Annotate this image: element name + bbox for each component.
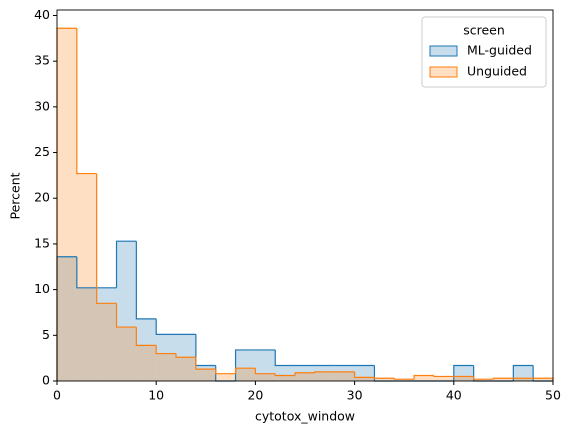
histogram-bar	[314, 371, 335, 381]
x-tick-label: 40	[446, 388, 462, 403]
y-tick-label: 35	[34, 53, 50, 68]
y-axis-label: Percent	[8, 172, 23, 219]
step-outline	[135, 241, 157, 320]
step-outline	[373, 377, 395, 379]
histogram-bar	[76, 287, 97, 381]
histogram-bar	[493, 378, 514, 381]
y-tick-label: 10	[34, 281, 50, 296]
step-outline	[195, 334, 216, 367]
step-outline	[512, 364, 534, 381]
y-tick-label: 20	[34, 190, 50, 205]
step-outline	[294, 372, 315, 376]
step-outline	[115, 303, 137, 328]
histogram-bar	[57, 256, 77, 381]
y-tick-label: 5	[42, 327, 50, 342]
step-outline	[393, 378, 415, 380]
y-tick-label: 30	[34, 98, 50, 113]
step-outline	[96, 173, 117, 304]
legend-label: ML-guided	[467, 43, 532, 58]
histogram-bar	[275, 375, 296, 381]
histogram-bar	[473, 379, 494, 381]
step-outline	[76, 28, 97, 175]
histogram-bar	[235, 349, 256, 381]
x-tick-label: 20	[247, 388, 263, 403]
step-outline	[354, 371, 375, 378]
legend-label: Unguided	[467, 64, 527, 79]
step-outline	[433, 375, 454, 378]
histogram-bar	[156, 353, 177, 381]
histogram-bar	[116, 327, 137, 381]
step-outline	[135, 327, 157, 346]
histogram-bar	[235, 368, 256, 381]
histogram-bar	[414, 375, 434, 381]
histogram-bar	[453, 365, 474, 381]
histogram-bar	[453, 376, 474, 381]
legend-title: screen	[463, 23, 505, 38]
step-outline	[413, 374, 434, 380]
step-outline	[155, 318, 177, 335]
step-outline	[155, 345, 177, 355]
histogram-bar	[96, 287, 117, 381]
histogram-bar	[334, 371, 355, 381]
y-tick-label: 15	[34, 235, 50, 250]
step-outline	[215, 369, 236, 375]
histogram-bar	[275, 365, 296, 381]
histogram-bar	[433, 376, 454, 381]
histogram-bar	[394, 379, 415, 381]
y-tick-label: 40	[34, 7, 50, 22]
histogram-bar	[136, 318, 157, 381]
step-outline	[274, 349, 296, 367]
step-outline	[76, 256, 97, 289]
step-outline	[274, 373, 296, 377]
histogram-bar	[176, 357, 196, 381]
histogram-bar	[334, 365, 355, 381]
x-tick-label: 10	[148, 388, 164, 403]
step-outline	[314, 371, 335, 373]
step-outline	[175, 353, 196, 358]
x-tick-label: 50	[545, 388, 561, 403]
x-tick-label: 0	[53, 388, 61, 403]
legend-swatch	[429, 45, 458, 57]
histogram-bar	[215, 373, 236, 381]
histogram-bar	[116, 241, 137, 381]
step-outline	[473, 376, 494, 380]
step-outline	[234, 367, 256, 374]
y-tick-label: 25	[34, 144, 50, 159]
step-outline	[115, 240, 137, 288]
histogram-bar	[314, 365, 335, 381]
histogram-bar	[195, 369, 216, 381]
histogram-bar	[156, 334, 177, 381]
legend-swatch	[429, 66, 458, 78]
step-outline	[453, 364, 474, 381]
histogram-bar	[513, 365, 534, 381]
y-tick-label: 0	[42, 373, 50, 388]
histogram-bar	[96, 303, 117, 381]
histogram-bar	[354, 377, 375, 381]
histogram-bar	[374, 378, 395, 381]
histogram-bar	[295, 372, 315, 381]
x-axis-label: cytotox_window	[255, 409, 355, 424]
histogram-bar	[57, 28, 77, 382]
plot-frame	[56, 9, 554, 382]
histogram-bar	[533, 378, 553, 381]
legend-box	[421, 16, 547, 88]
step-outline	[492, 377, 514, 380]
x-tick-label: 30	[347, 388, 363, 403]
histogram-bar	[513, 378, 534, 381]
histogram-bar	[255, 373, 276, 381]
histogram-bar	[136, 345, 157, 381]
histogram-bar	[76, 173, 97, 381]
step-outline	[195, 357, 216, 370]
step-outline	[254, 368, 276, 375]
